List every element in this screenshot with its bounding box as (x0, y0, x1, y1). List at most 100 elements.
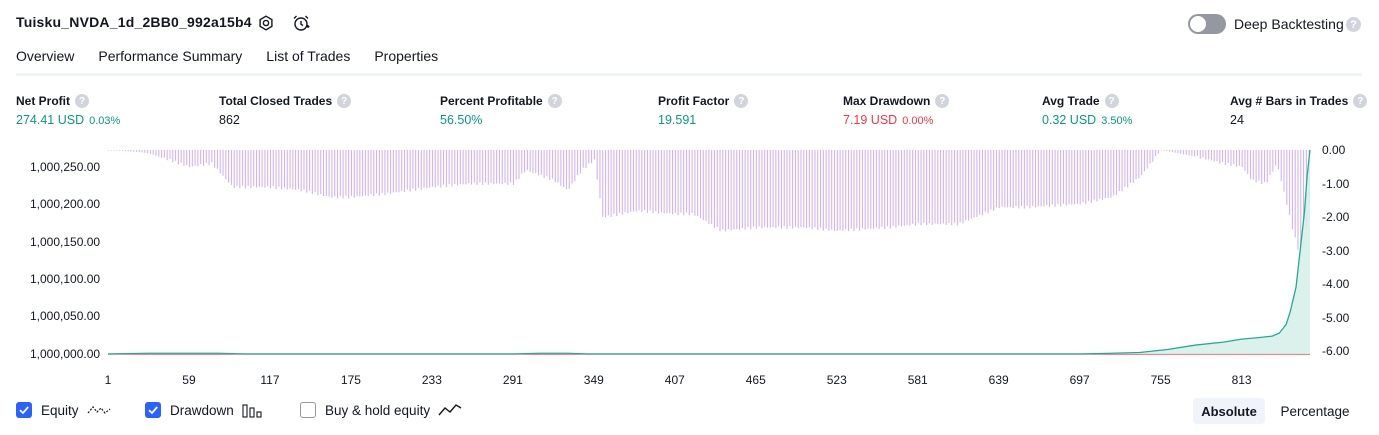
drawdown-bar (186, 150, 188, 166)
drawdown-bar (1182, 150, 1185, 155)
metric-total-closed-trades: Total Closed Trades? 862 (219, 94, 352, 127)
drawdown-bar (225, 150, 227, 180)
equity-line (107, 149, 1311, 355)
right-axis-tick: -1.00 (1322, 176, 1350, 191)
drawdown-bar (976, 150, 978, 218)
percentage-scale-button[interactable]: Percentage (1280, 403, 1350, 419)
info-icon[interactable]: ? (547, 94, 562, 108)
drawdown-bar (926, 150, 928, 226)
drawdown-bar (1202, 150, 1204, 158)
tab-performance-summary[interactable]: Performance Summary (98, 48, 243, 64)
x-axis-tick: 523 (826, 373, 847, 387)
drawdown-bar (468, 150, 470, 184)
drawdown-bar (1163, 150, 1165, 151)
drawdown-bar (1007, 150, 1009, 208)
drawdown-bar (948, 150, 950, 223)
drawdown-bar (309, 150, 311, 191)
drawdown-bar (529, 150, 531, 172)
drawdown-bar (169, 150, 171, 159)
drawdown-bar (859, 150, 861, 231)
drawdown-bar (672, 150, 674, 215)
legend-buy-hold-equity[interactable]: Buy & hold equity (300, 402, 462, 418)
info-icon[interactable]: ? (1353, 94, 1368, 108)
drawdown-bar (995, 150, 997, 208)
chart-area[interactable] (0, 140, 1379, 390)
absolute-scale-button[interactable]: Absolute (1193, 398, 1265, 424)
metric-value: 7.19 USD (843, 113, 898, 127)
x-axis-tick: 175 (340, 373, 361, 387)
drawdown-bar (350, 150, 353, 197)
drawdown-bar (401, 150, 403, 191)
left-axis-tick: 1,000,000.00 (30, 346, 101, 361)
drawdown-bar (535, 150, 537, 174)
metric-percent: 0.00% (902, 115, 934, 127)
drawdown-bar (811, 150, 813, 230)
drawdown-bar (699, 150, 702, 219)
drawdown-bar (780, 150, 782, 229)
tab-overview[interactable]: Overview (16, 48, 75, 76)
drawdown-bar (228, 150, 230, 183)
settings-gear-icon[interactable] (257, 14, 275, 32)
legend-drawdown[interactable]: Drawdown (145, 402, 264, 418)
drawdown-bar (906, 150, 908, 226)
equity-checkbox[interactable] (16, 402, 32, 418)
help-icon[interactable]: ? (1346, 17, 1361, 32)
info-icon[interactable]: ? (1104, 94, 1119, 108)
buy-hold-equity-checkbox[interactable] (300, 402, 316, 418)
drawdown-bar (191, 150, 193, 167)
drawdown-bar (697, 150, 699, 217)
add-alert-icon[interactable] (291, 13, 311, 33)
drawdown-bar (1177, 150, 1179, 154)
drawdown-bar (211, 150, 213, 163)
drawdown-checkbox[interactable] (145, 402, 161, 418)
drawdown-bar (454, 150, 456, 185)
metric-max-drawdown: Max Drawdown? 7.19 USD 0.00% (843, 94, 950, 127)
right-axis-tick: -5.00 (1322, 310, 1350, 325)
drawdown-bar (579, 150, 581, 174)
drawdown-bar (445, 150, 447, 188)
tab-list-of-trades[interactable]: List of Trades (266, 48, 351, 64)
drawdown-bar (1113, 150, 1115, 196)
x-axis-tick: 581 (907, 373, 928, 387)
left-axis-tick: 1,000,100.00 (30, 271, 101, 286)
tab-properties[interactable]: Properties (374, 48, 439, 64)
drawdown-bar (585, 150, 587, 169)
drawdown-bar (644, 150, 646, 211)
drawdown-bar (730, 150, 732, 231)
info-icon[interactable]: ? (734, 94, 749, 108)
deep-backtesting-toggle[interactable] (1188, 14, 1226, 34)
info-icon[interactable]: ? (935, 94, 950, 108)
drawdown-bar (853, 150, 855, 232)
info-icon[interactable]: ? (75, 94, 89, 108)
drawdown-bar (275, 150, 277, 189)
info-icon[interactable]: ? (337, 94, 352, 108)
drawdown-bar (803, 150, 805, 228)
drawdown-bar (197, 150, 199, 167)
drawdown-bar (680, 150, 682, 213)
drawdown-bar (806, 150, 808, 229)
drawdown-bar (376, 150, 378, 194)
drawdown-bar (993, 150, 995, 211)
drawdown-bar (861, 150, 863, 229)
drawdown-bar (1057, 150, 1059, 204)
drawdown-bar (878, 150, 880, 230)
drawdown-bar (1185, 150, 1187, 155)
drawdown-bar (521, 150, 523, 174)
drawdown-bar (875, 150, 877, 228)
drawdown-bar (973, 150, 975, 218)
drawdown-bar (632, 150, 635, 212)
drawdown-bar (473, 150, 475, 183)
drawdown-bar (292, 150, 294, 190)
drawdown-bar (334, 150, 336, 197)
drawdown-bar (345, 150, 347, 196)
drawdown-bar (940, 150, 942, 225)
x-axis-tick: 639 (988, 373, 1009, 387)
drawdown-bar (437, 150, 439, 186)
drawdown-bar (1141, 150, 1143, 176)
drawdown-bar (1171, 150, 1173, 153)
drawdown-bar (1230, 150, 1232, 167)
legend-equity[interactable]: Equity (16, 402, 111, 418)
metric-label: Avg # Bars in Trades (1230, 94, 1349, 108)
drawdown-bar (708, 150, 710, 225)
drawdown-bar (1138, 150, 1140, 179)
